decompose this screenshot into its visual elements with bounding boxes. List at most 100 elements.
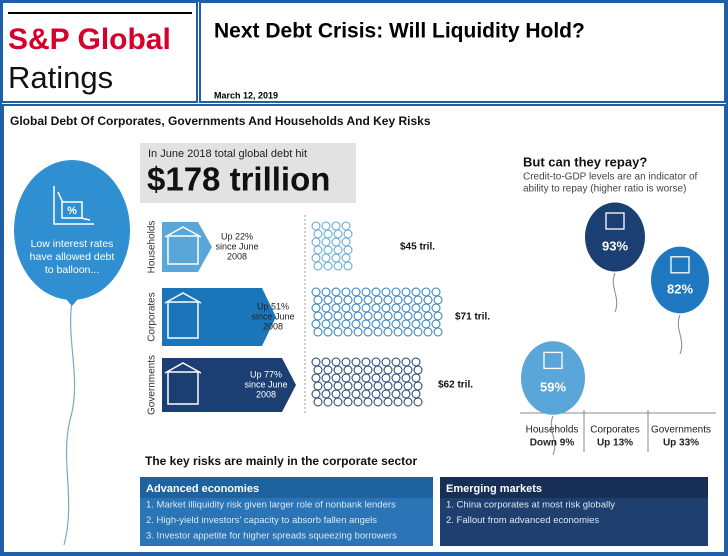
coin — [313, 311, 323, 321]
coin — [403, 327, 413, 337]
coin — [311, 303, 321, 313]
coin — [333, 311, 343, 321]
coin — [321, 303, 331, 313]
coin — [331, 357, 341, 367]
coin — [391, 357, 401, 367]
coin — [401, 319, 411, 329]
coin — [391, 319, 401, 329]
coin — [391, 373, 401, 383]
coin — [341, 373, 351, 383]
coin — [413, 397, 423, 407]
coin — [341, 319, 351, 329]
coin — [331, 373, 341, 383]
coin — [313, 245, 323, 255]
sector-icon — [164, 362, 202, 374]
coin — [413, 365, 423, 375]
sector-name: Governments — [147, 355, 158, 415]
coin — [361, 373, 371, 383]
coin — [413, 311, 423, 321]
coin — [401, 303, 411, 313]
balloon — [585, 202, 645, 272]
balloon-string — [677, 314, 683, 355]
coin — [433, 311, 443, 321]
balloon — [521, 341, 585, 415]
coin — [403, 295, 413, 305]
balloon-sector: Governments — [651, 425, 711, 436]
coin — [311, 237, 321, 247]
coin — [351, 389, 361, 399]
coin — [343, 295, 353, 305]
coin — [401, 357, 411, 367]
coin — [403, 397, 413, 407]
coin — [373, 381, 383, 391]
coin — [383, 311, 393, 321]
coin — [361, 303, 371, 313]
coin — [323, 311, 333, 321]
sector-name: Corporates — [147, 292, 158, 341]
date: March 12, 2019 — [214, 90, 278, 100]
coin — [311, 373, 321, 383]
sector-change: Up 77% — [250, 369, 282, 379]
coin — [331, 237, 341, 247]
coin — [421, 319, 431, 329]
coin — [351, 319, 361, 329]
coin — [331, 389, 341, 399]
coin — [323, 295, 333, 305]
coin — [351, 287, 361, 297]
coin — [391, 287, 401, 297]
coin — [311, 287, 321, 297]
coin — [421, 287, 431, 297]
balloon-icon — [605, 212, 625, 230]
coin — [381, 319, 391, 329]
balloon-string — [550, 415, 556, 456]
coin — [393, 295, 403, 305]
coin — [313, 229, 323, 239]
coin — [433, 327, 443, 337]
balloon-change: Up 33% — [663, 438, 699, 449]
coin — [321, 237, 331, 247]
balloon-text: to balloon... — [45, 264, 99, 276]
chart-icon — [53, 186, 94, 225]
coin — [313, 327, 323, 337]
coin — [373, 311, 383, 321]
coin — [351, 373, 361, 383]
headline-intro: In June 2018 total global debt hit — [148, 148, 307, 160]
headline-amount: $178 trillion — [147, 161, 330, 198]
coin — [343, 397, 353, 407]
sector-change: since June — [251, 311, 294, 321]
coin — [403, 311, 413, 321]
coin — [331, 319, 341, 329]
coin — [433, 295, 443, 305]
coin — [321, 389, 331, 399]
coin — [431, 287, 441, 297]
coin — [311, 221, 321, 231]
coin — [371, 389, 381, 399]
balloon — [651, 246, 709, 314]
coin — [383, 397, 393, 407]
coin — [411, 319, 421, 329]
coin — [333, 229, 343, 239]
coin — [413, 327, 423, 337]
sector-change: since June — [244, 379, 287, 389]
coin — [363, 365, 373, 375]
coin — [393, 327, 403, 337]
balloon-icon — [670, 256, 690, 274]
coin — [401, 389, 411, 399]
coin — [411, 373, 421, 383]
coin — [411, 389, 421, 399]
coin — [381, 373, 391, 383]
advanced-header — [140, 477, 433, 498]
coin — [361, 389, 371, 399]
coin — [321, 287, 331, 297]
coin — [401, 373, 411, 383]
coin — [413, 295, 423, 305]
risk-item: 1. China corporates at most risk globall… — [446, 500, 615, 511]
coin — [391, 303, 401, 313]
coin — [381, 389, 391, 399]
coin — [313, 381, 323, 391]
coin — [353, 295, 363, 305]
balloon-text: have allowed debt — [30, 251, 115, 263]
coin — [401, 287, 411, 297]
coin — [343, 261, 353, 271]
